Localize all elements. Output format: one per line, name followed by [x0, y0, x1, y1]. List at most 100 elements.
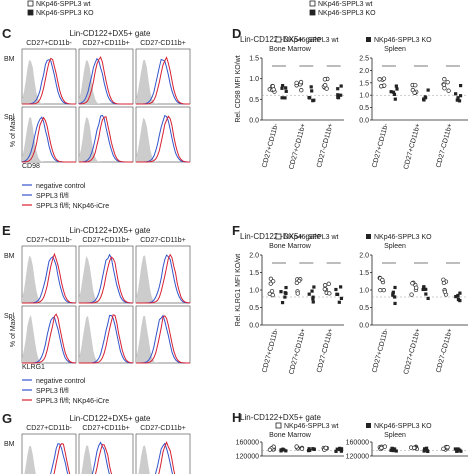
legend-text: negative control [36, 378, 86, 385]
data-point [425, 449, 429, 453]
y-tick-label: 2.5 [359, 56, 369, 63]
data-point [458, 298, 462, 303]
gate-label: Lin-CD122+DX5+ gate [70, 414, 151, 423]
y-tick-label: 2.0 [359, 68, 369, 75]
data-point [280, 300, 285, 305]
data-point [299, 446, 305, 451]
panel-label: G [2, 411, 12, 426]
legend-text: negative control [36, 183, 86, 190]
panel-label: E [2, 223, 11, 238]
column-header: CD27+CD11b- [26, 425, 72, 432]
data-point [422, 98, 426, 102]
column-header: CD27-CD11b+ [140, 40, 186, 47]
data-point [311, 295, 315, 299]
panel-label: H [232, 410, 241, 425]
data-point [442, 77, 447, 82]
data-point [421, 287, 425, 292]
legend-swatch [27, 9, 34, 16]
data-point [308, 96, 312, 100]
y-tick-label: 1.5 [249, 270, 259, 277]
histogram [22, 255, 76, 303]
panel-label: D [232, 26, 241, 41]
legend-text: NKp46-SPPL3 wt [318, 1, 373, 8]
data-point [394, 449, 398, 453]
data-point [446, 88, 451, 93]
y-axis-label: Rel. KLRG1 MFI KO/wt [235, 254, 242, 326]
data-point [391, 293, 395, 297]
data-point [284, 86, 288, 90]
data-point [294, 80, 299, 85]
data-point [377, 77, 382, 82]
y-tick-label: 160000 [346, 440, 369, 447]
legend-text: NKp46-SPPL3 KO [374, 423, 432, 430]
column-header: CD27-CD11b+ [140, 237, 186, 244]
legend-text: NKp46-SPPL3 KO [374, 37, 432, 44]
column-header: CD27+CD11b+ [82, 425, 129, 432]
data-point [283, 291, 287, 295]
data-point [391, 447, 395, 451]
histogram [79, 117, 133, 162]
data-point [380, 277, 385, 283]
data-point [336, 292, 340, 297]
group-label: Spleen [384, 46, 406, 53]
data-point [334, 449, 338, 453]
data-point [412, 445, 417, 450]
legend-text: NKp46-SPPL3 KO [318, 10, 376, 17]
data-point [458, 448, 462, 452]
row-label: BM [4, 56, 15, 63]
y-tick-label: 2.0 [359, 253, 369, 260]
data-point [339, 449, 344, 453]
y-tick-label: 0.0 [359, 323, 369, 330]
y-axis-label: Rel. CD98 MFI KO/wt [235, 55, 242, 122]
data-point [378, 287, 383, 293]
data-point [339, 285, 343, 289]
data-point [298, 79, 304, 85]
data-point [284, 285, 288, 290]
y-axis-label: % of Max. [10, 116, 17, 147]
legend-marker [275, 36, 282, 43]
histogram [138, 445, 150, 474]
group-label: Bone Marrow [269, 243, 312, 250]
data-point [307, 292, 311, 296]
data-point [459, 83, 463, 88]
data-point [414, 285, 419, 290]
histogram [79, 256, 133, 303]
histogram [79, 314, 134, 364]
x-tick-label: CD27+CD11b+ [403, 328, 422, 376]
data-point [454, 92, 458, 96]
data-point [453, 447, 457, 451]
legend-text: SPPL3 fl/fl [36, 388, 69, 395]
histogram [136, 255, 190, 303]
plot-frame [21, 433, 77, 474]
gate-label: Lin-CD122+DX5+ gate [70, 226, 151, 235]
data-point [271, 87, 276, 92]
data-point [458, 94, 463, 98]
data-point [391, 90, 396, 94]
row-label: Spl [4, 313, 15, 320]
data-point [422, 447, 427, 451]
histogram [22, 117, 76, 162]
data-point [454, 294, 458, 299]
histogram [136, 117, 190, 162]
data-point [413, 83, 418, 88]
data-point [394, 84, 398, 88]
legend-text: SPPL3 fl/fl; NKp46-iCre [36, 398, 109, 405]
histogram [95, 444, 113, 474]
data-point [391, 448, 395, 453]
x-tick-label: CD27-CD11b+ [316, 123, 335, 169]
y-tick-label: 2.0 [249, 253, 259, 260]
data-point [339, 447, 344, 451]
x-tick-label: CD27-CD11b+ [435, 123, 454, 169]
data-point [336, 93, 340, 97]
gate-label: Lin-CD122+DX5+ gate [240, 413, 321, 422]
column-header: CD27+CD11b+ [82, 40, 129, 47]
histogram [136, 315, 190, 364]
legend-text: SPPL3 fl/fl; NKp46-iCre [36, 203, 109, 210]
y-tick-label: 160000 [236, 440, 259, 447]
y-tick-label: 0.5 [249, 305, 259, 312]
y-tick-label: 0.5 [249, 97, 259, 104]
data-point [312, 98, 316, 102]
data-point [280, 86, 284, 90]
data-point [279, 449, 283, 453]
